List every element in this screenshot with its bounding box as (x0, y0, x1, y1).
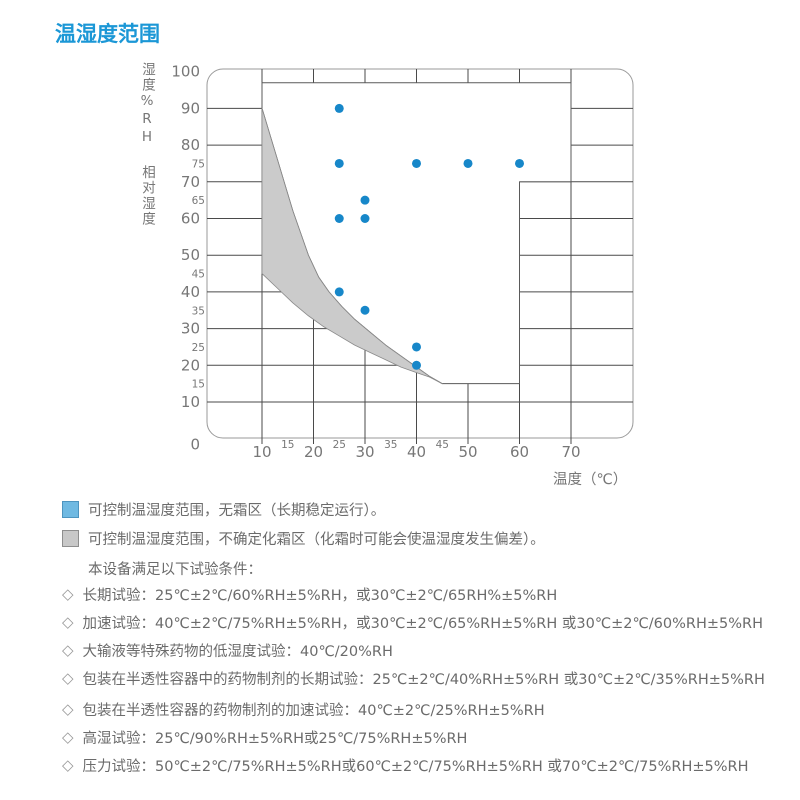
y-tick-label: 50 (181, 246, 200, 264)
x-tick-label: 20 (304, 443, 323, 461)
data-point (334, 214, 344, 223)
diamond-bullet-icon: ◇ (62, 727, 74, 746)
y-tick-label: 80 (181, 136, 200, 154)
condition-text: 大输液等特殊药物的低湿度试验：40℃/20%RH (82, 643, 393, 660)
diamond-bullet-icon: ◇ (62, 640, 74, 659)
x-tick-label: 70 (561, 443, 580, 461)
x-tick-label: 60 (510, 443, 529, 461)
legend-label: 可控制温湿度范围，不确定化霜区（化霜时可能会使温湿度发生偏差）。 (88, 531, 545, 548)
x-tick-label: 10 (252, 443, 271, 461)
legend-item: 可控制温湿度范围，无霜区（长期稳定运行）。 (62, 498, 385, 520)
x-tick-label-minor: 15 (281, 439, 294, 451)
y-tick-label: 10 (181, 393, 200, 411)
condition-row: ◇ 高湿试验：25℃/90%RH±5%RH或25℃/75%RH±5%RH (62, 726, 467, 748)
diamond-bullet-icon: ◇ (62, 668, 74, 687)
y-tick-label-minor: 25 (192, 342, 205, 354)
conditions-intro: 本设备满足以下试验条件： (88, 562, 262, 578)
no-frost-zone-swatch-icon (62, 500, 79, 518)
y-tick-label: 60 (181, 210, 200, 228)
condition-text: 长期试验：25℃±2℃/60%RH±5%RH，或30℃±2℃/65RH%±5%R… (82, 587, 558, 604)
data-point (360, 305, 370, 315)
y-tick-label-minor: 75 (192, 158, 205, 170)
y-tick-label: 20 (181, 356, 200, 374)
condition-text: 高湿试验：25℃/90%RH±5%RH或25℃/75%RH±5%RH (82, 730, 468, 747)
y-tick-label: 100 (171, 63, 200, 81)
data-point (515, 158, 524, 168)
y-tick-label: 0 (190, 436, 200, 454)
condition-row: ◇ 加速试验：40℃±2℃/75%RH±5%RH，或30℃±2℃/65%RH±5%… (62, 611, 763, 633)
condition-row: ◇ 长期试验：25℃±2℃/60%RH±5%RH，或30℃±2℃/65RH%±5%… (62, 583, 557, 605)
y-tick-label-minor: 65 (192, 195, 205, 207)
condition-row: ◇ 包装在半透性容器中的药物制剂的长期试验：25℃±2℃/40%RH±5%RH 或… (62, 667, 765, 689)
defrost-zone-swatch-icon (62, 529, 79, 547)
y-tick-label-minor: 45 (192, 269, 205, 281)
y-tick-label: 30 (181, 320, 200, 338)
y-tick-label: 70 (181, 173, 200, 191)
condition-text: 包装在半透性容器的药物制剂的加速试验：40℃±2℃/25%RH±5%RH (82, 702, 545, 719)
y-tick-label-minor: 35 (192, 305, 205, 317)
y-tick-label: 90 (181, 99, 200, 117)
x-tick-label: 30 (355, 443, 374, 461)
y-tick-label: 40 (181, 283, 200, 301)
diamond-bullet-icon: ◇ (62, 584, 74, 603)
data-point (412, 360, 421, 370)
data-point (334, 287, 344, 297)
x-tick-label-minor: 45 (436, 439, 449, 451)
condition-row: ◇ 包装在半透性容器的药物制剂的加速试验：40℃±2℃/25%RH±5%RH (62, 698, 545, 720)
x-tick-label: 40 (407, 443, 426, 461)
x-axis-title: 温度（℃） (553, 472, 628, 488)
y-axis-label: 湿度%RH 相对湿度 (139, 62, 155, 227)
condition-text: 压力试验：50℃±2℃/75%RH±5%RH或60℃±2℃/75%RH±5%RH… (82, 758, 749, 775)
condition-text: 加速试验：40℃±2℃/75%RH±5%RH，或30℃±2℃/65%RH±5%R… (82, 615, 764, 632)
data-point (334, 158, 344, 168)
condition-row: ◇ 压力试验：50℃±2℃/75%RH±5%RH或60℃±2℃/75%RH±5%R… (62, 754, 749, 776)
condition-row: ◇ 大输液等特殊药物的低湿度试验：40℃/20%RH (62, 639, 393, 661)
data-point (360, 214, 370, 223)
diamond-bullet-icon: ◇ (62, 612, 74, 631)
data-point (412, 342, 421, 352)
legend-item: 可控制温湿度范围，不确定化霜区（化霜时可能会使温湿度发生偏差）。 (62, 527, 545, 549)
x-tick-label-minor: 25 (333, 439, 346, 451)
legend-label: 可控制温湿度范围，无霜区（长期稳定运行）。 (88, 502, 386, 519)
defrost-zone (261, 108, 443, 385)
y-tick-label-minor: 15 (192, 379, 205, 391)
data-point (334, 103, 344, 113)
data-point (360, 195, 370, 205)
diamond-bullet-icon: ◇ (62, 755, 74, 774)
page-title: 温湿度范围 (55, 22, 160, 46)
temperature-humidity-chart: 10 20 30 40 50 60 70 15 25 35 45 0 10 20 30 40 50 60 70 80 9… (171, 63, 634, 461)
data-point (463, 158, 473, 168)
x-tick-label-minor: 35 (384, 439, 397, 451)
data-point (412, 158, 421, 168)
x-tick-label: 50 (458, 443, 477, 461)
condition-text: 包装在半透性容器中的药物制剂的长期试验：25℃±2℃/40%RH±5%RH 或3… (82, 671, 765, 688)
diamond-bullet-icon: ◇ (62, 699, 74, 718)
